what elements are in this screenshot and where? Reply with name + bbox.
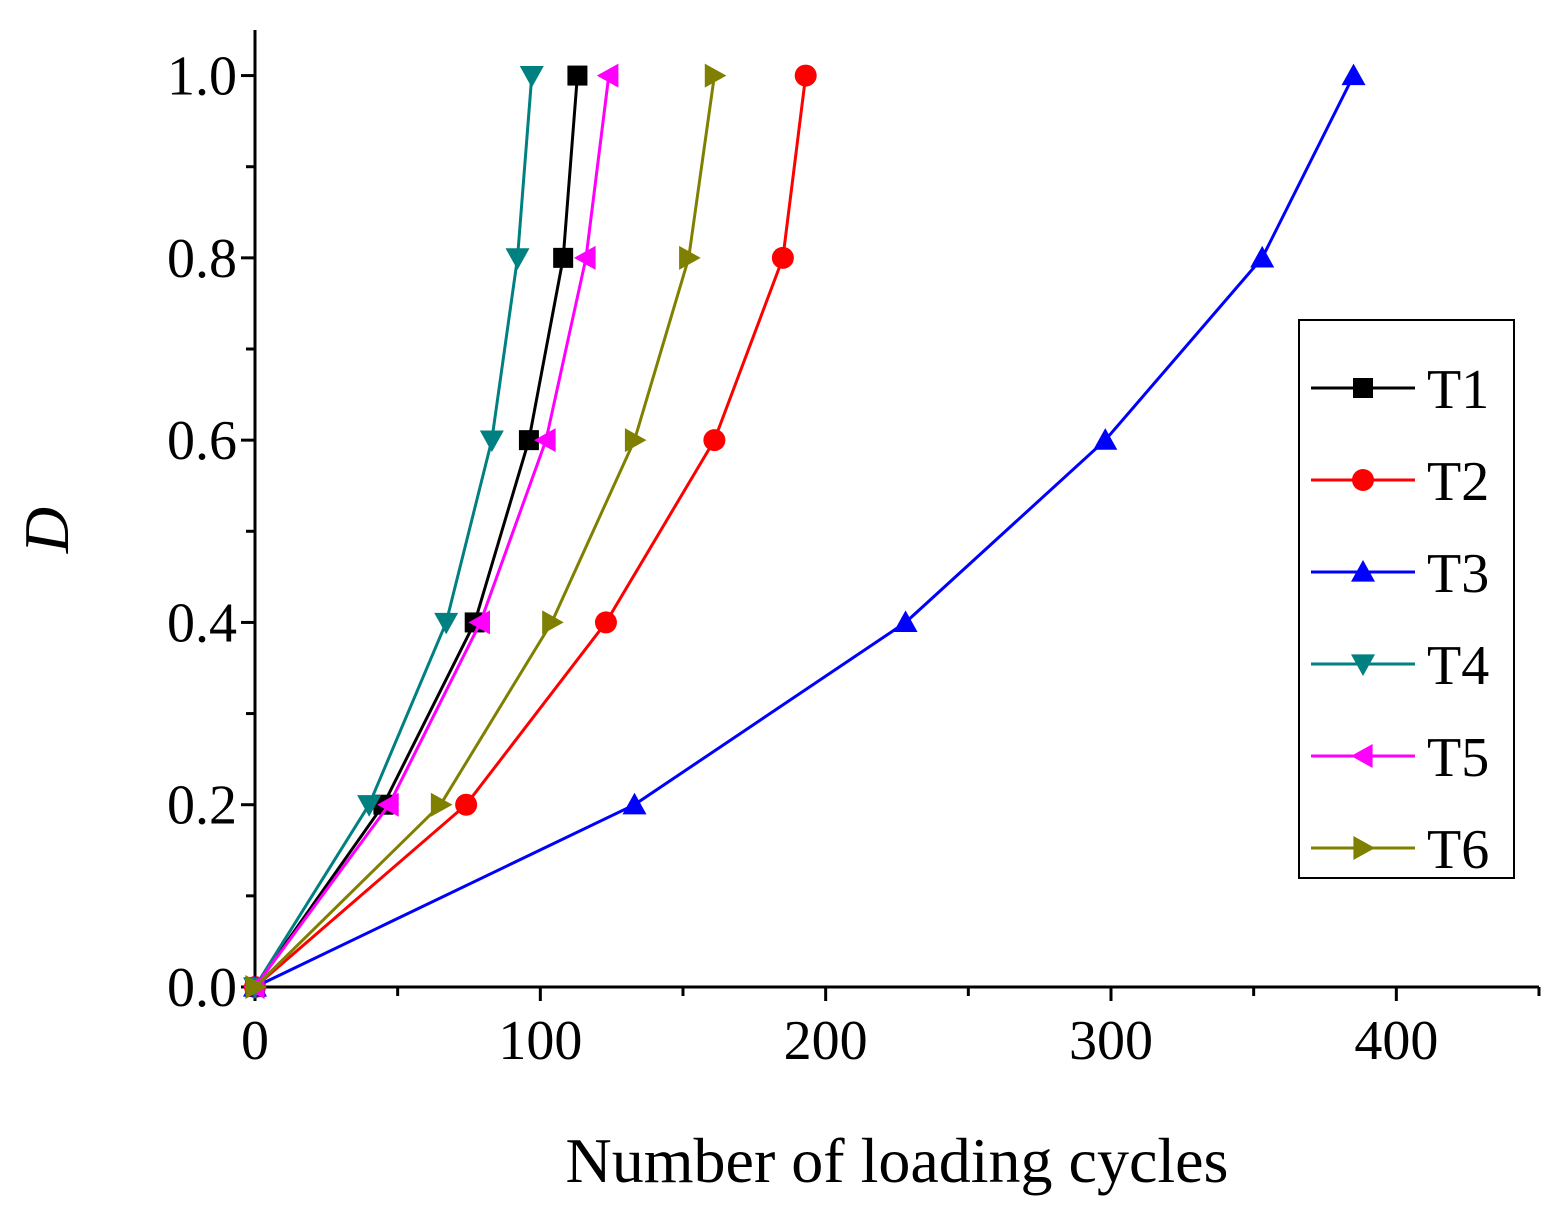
data-point-t2 <box>455 793 478 816</box>
data-point-t3 <box>1341 63 1366 86</box>
data-point-t4 <box>519 65 544 88</box>
data-point-t1 <box>553 247 574 268</box>
data-point-t2 <box>703 429 726 452</box>
data-point-t1 <box>518 430 539 451</box>
data-point-t3 <box>622 792 647 815</box>
series-line-t4 <box>253 75 534 988</box>
legend: T1 T2 T3 T4 T5 T6 <box>1298 319 1515 881</box>
series-layer <box>243 63 1366 999</box>
x-tick-label: 100 <box>498 1010 582 1072</box>
series-line-t2 <box>254 75 808 989</box>
series-t5 <box>243 63 619 999</box>
x-axis-title: Number of loading cycles <box>566 1125 1229 1196</box>
y-tick-label: 0.0 <box>167 957 237 1019</box>
data-point-t1 <box>567 65 588 86</box>
legend-item-t1: T1 <box>1311 359 1489 421</box>
x-tick-label: 0 <box>241 1010 269 1072</box>
data-point-t4 <box>434 612 459 635</box>
y-axis-title: D <box>11 507 82 554</box>
data-point-t4 <box>505 248 530 270</box>
series-t6 <box>245 63 727 999</box>
data-point-t6 <box>704 63 727 88</box>
data-point-t5 <box>534 428 556 453</box>
y-tick-label: 0.2 <box>167 775 237 837</box>
x-tick-label: 300 <box>1069 1010 1153 1072</box>
data-point-t3 <box>1250 245 1275 268</box>
legend-marker <box>1351 654 1375 676</box>
data-point-t2 <box>794 64 817 87</box>
legend-box <box>1298 319 1515 879</box>
x-tick-label: 200 <box>784 1010 868 1072</box>
data-point-t4 <box>479 430 504 453</box>
data-point-t3 <box>1093 428 1118 450</box>
legend-marker <box>1353 378 1373 398</box>
series-line-t3 <box>254 74 1355 989</box>
legend-item-t3: T3 <box>1311 543 1489 605</box>
data-point-t6 <box>430 792 453 817</box>
data-point-t5 <box>468 610 491 635</box>
legend-item-t2: T2 <box>1311 451 1489 513</box>
data-point-t6 <box>624 428 647 453</box>
axes: 0 100 200 300 400 0.0 0.2 0.4 0.6 0.8 1.0 <box>167 30 1541 1072</box>
series-line-t5 <box>253 75 611 988</box>
series-t1 <box>245 65 588 997</box>
legend-marker <box>1351 560 1375 582</box>
legend-item-t6: T6 <box>1311 819 1489 881</box>
legend-item-t5: T5 <box>1311 727 1489 789</box>
data-point-t6 <box>245 975 267 999</box>
legend-item-t4: T4 <box>1311 635 1489 697</box>
series-line-t1 <box>253 75 579 988</box>
data-point-t3 <box>893 610 918 633</box>
data-point-t6 <box>679 245 701 270</box>
series-t3 <box>243 63 1366 997</box>
legend-label: T5 <box>1427 727 1489 789</box>
data-point-t2 <box>594 611 617 634</box>
data-point-t2 <box>771 246 794 269</box>
legend-label: T3 <box>1427 543 1489 605</box>
series-t2 <box>244 64 817 998</box>
data-point-t5 <box>573 245 596 270</box>
x-tick-label: 400 <box>1354 1010 1438 1072</box>
data-point-t4 <box>357 795 382 817</box>
legend-marker <box>1352 469 1374 491</box>
series-t4 <box>243 65 544 999</box>
legend-label: T2 <box>1427 451 1489 513</box>
legend-marker <box>1351 744 1373 768</box>
y-tick-label: 0.4 <box>167 592 237 654</box>
legend-marker <box>1353 836 1375 860</box>
legend-label: T1 <box>1427 359 1489 421</box>
y-tick-label: 1.0 <box>167 46 237 108</box>
y-tick-label: 0.6 <box>167 410 237 472</box>
y-tick-label: 0.8 <box>167 228 237 290</box>
data-point-t5 <box>377 792 399 817</box>
legend-label: T6 <box>1427 819 1489 881</box>
series-line-t6 <box>253 75 716 989</box>
data-point-t5 <box>596 63 619 88</box>
data-point-t6 <box>542 610 564 635</box>
legend-label: T4 <box>1427 635 1489 697</box>
